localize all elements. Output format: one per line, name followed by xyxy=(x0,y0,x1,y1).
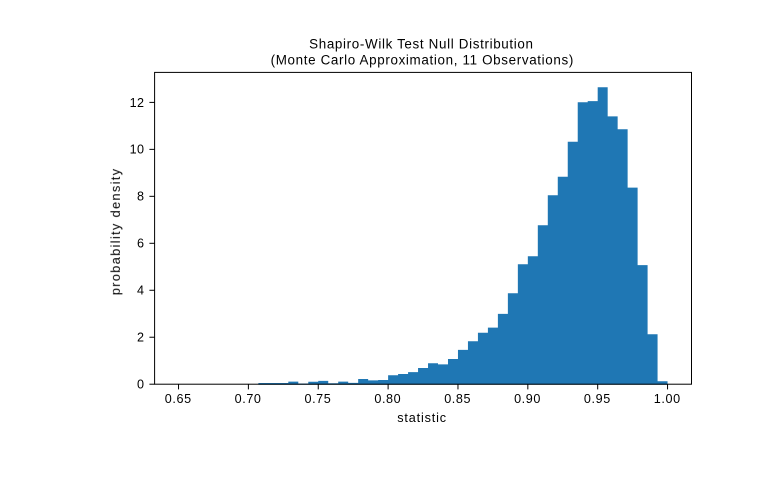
svg-text:1.00: 1.00 xyxy=(654,392,681,406)
svg-text:8: 8 xyxy=(137,190,144,204)
svg-text:statistic: statistic xyxy=(397,411,447,425)
svg-text:0.70: 0.70 xyxy=(235,392,262,406)
svg-text:0.90: 0.90 xyxy=(514,392,541,406)
svg-text:0.75: 0.75 xyxy=(304,392,331,406)
svg-text:(Monte Carlo Approximation, 11: (Monte Carlo Approximation, 11 Observati… xyxy=(271,52,574,67)
svg-text:probability density: probability density xyxy=(108,168,123,296)
svg-text:0.80: 0.80 xyxy=(374,392,401,406)
svg-text:0.65: 0.65 xyxy=(165,392,192,406)
svg-text:4: 4 xyxy=(137,284,144,298)
svg-text:0.85: 0.85 xyxy=(444,392,471,406)
svg-text:2: 2 xyxy=(137,331,144,345)
svg-text:0: 0 xyxy=(137,378,144,392)
svg-text:0.95: 0.95 xyxy=(584,392,611,406)
svg-text:10: 10 xyxy=(130,143,145,157)
svg-text:Shapiro-Wilk Test Null Distrib: Shapiro-Wilk Test Null Distribution xyxy=(309,36,534,51)
svg-text:12: 12 xyxy=(130,96,145,110)
svg-text:6: 6 xyxy=(137,237,144,251)
